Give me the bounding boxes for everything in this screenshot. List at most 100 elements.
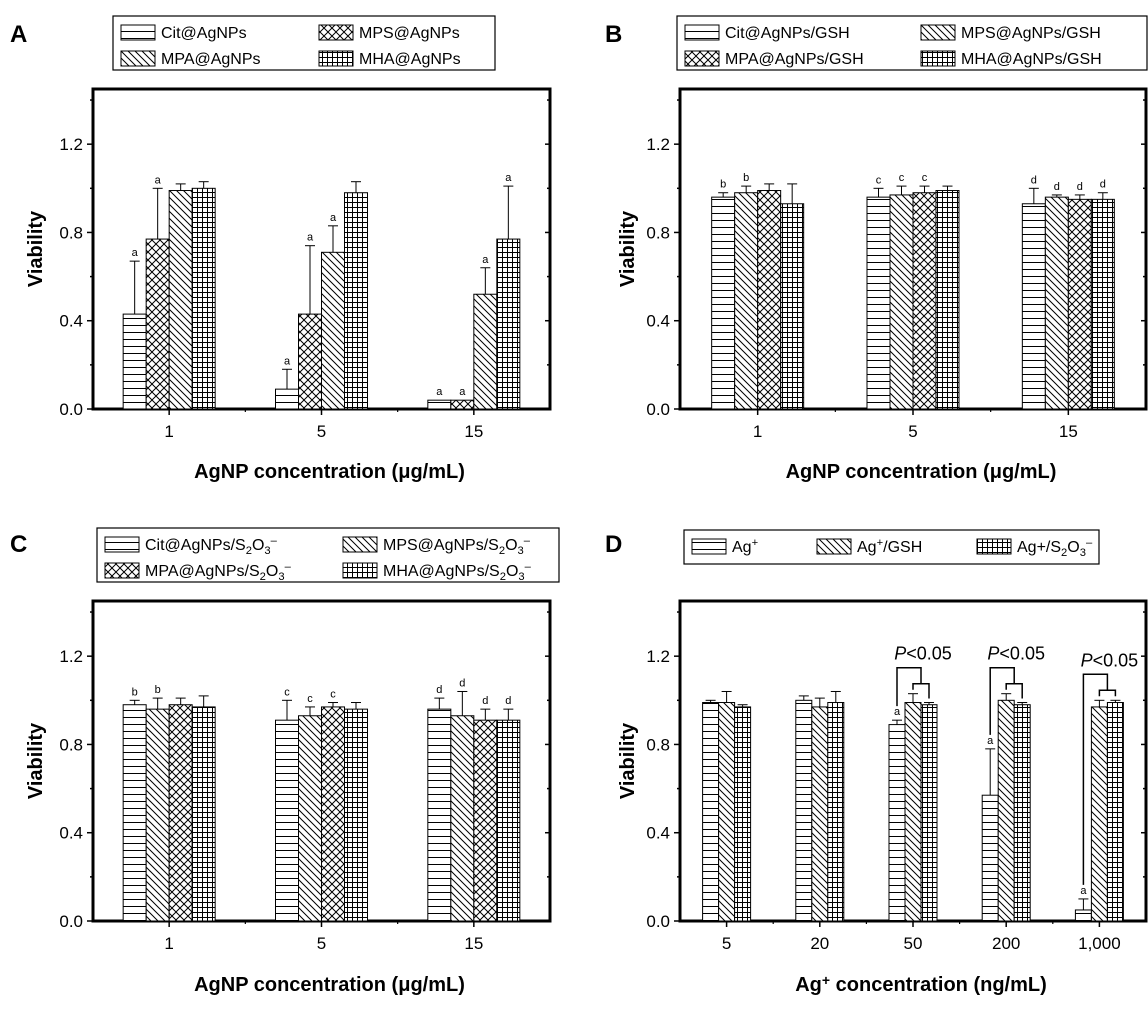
outer-bracket [896,666,922,707]
bar [757,190,782,410]
significance-label: d [436,684,442,696]
bar [734,192,759,410]
y-axis: 0.0 0.4 0.8 1.2 [646,99,1146,419]
bars: a a a [702,690,1124,922]
legend-item: Cit@AgNPs/S2O3–​ [104,535,278,557]
bar [450,399,475,410]
significance-label: c [922,172,928,184]
y-tick-label: 0.4 [59,824,83,843]
legend-item: Cit@AgNPs [120,24,247,42]
legend-label: Cit@AgNPs [161,25,247,42]
x-axis-label: Ag+ concentration (ng/mL) [795,972,1047,996]
significance-label: d [505,695,511,707]
x-tick-label: 15 [464,934,483,953]
significance-label: d [1077,181,1083,193]
x-tick-label: 5 [317,934,326,953]
legend-label: Ag+/S2O3–​ [1017,537,1093,559]
y-tick-label: 0.0 [59,400,83,419]
x-tick-label: 5 [722,934,731,953]
panel-letter: B [605,21,622,48]
legend-label: MPS@AgNPs/S2O3–​ [383,535,531,557]
bar [1090,706,1108,922]
x-tick-label: 20 [810,934,829,953]
y-tick-label: 0.0 [646,912,670,931]
significance-label: c [330,689,336,701]
legend-label: MPA@AgNPs [161,51,261,68]
legend-swatch [920,50,956,67]
legend: Ag+​ Ag+/GSH Ag+/S2O3–​ [683,529,1100,565]
bar [496,238,521,410]
bar [473,293,498,410]
x-tick-label: 5 [317,422,326,441]
chart-panel-d: D Ag+​ Ag+/GSH Ag+/S2O3–​ 0.0 0.4 0.8 1.2 Viabil… [605,529,1148,996]
significance-label: c [284,686,290,698]
inner-bracket [1005,682,1023,699]
legend-item: MPA@AgNPs/GSH [684,50,864,68]
bar [981,794,999,922]
significance-label: a [132,247,139,259]
x-tick-label: 50 [904,934,923,953]
legend-box [683,529,1100,565]
significance-label: a [155,174,162,186]
x-tick-label: 1 [753,422,762,441]
y-tick-label: 0.8 [59,223,83,242]
significance-label: a [436,386,443,398]
legend-swatch [342,562,378,579]
x-tick-label: 200 [992,934,1020,953]
bar [473,719,498,922]
bar [427,708,452,922]
y-axis-label: Viability [617,722,639,799]
legend-item: MHA@AgNPs/GSH [920,50,1102,68]
bar [321,251,345,410]
legend: Cit@AgNPs MPS@AgNPs MPA@AgNPs MHA@AgNPs [112,15,496,71]
bar [1074,909,1092,922]
p-value-label: P<0.05 [987,644,1045,664]
legend-swatch [318,50,354,67]
bar [321,706,345,922]
bar [191,187,216,410]
legend-box [676,15,1148,71]
p-value-annotation: P<0.05 [987,644,1045,735]
bar [122,704,147,922]
significance-label: a [330,212,337,224]
significance-label: a [987,735,994,747]
panel-letter: A [10,21,27,48]
bar [275,719,299,922]
y-tick-label: 0.4 [646,824,670,843]
legend-swatch [976,538,1012,555]
legend-swatch [816,538,852,555]
y-axis: 0.0 0.4 0.8 1.2 [59,611,550,931]
legend-item: Ag+/GSH [816,537,922,556]
legend-item: Cit@AgNPs/GSH [684,24,850,42]
legend-label: MPS@AgNPs [359,25,460,42]
bar [904,702,922,922]
bar [145,708,170,922]
legend-swatch [104,536,140,553]
bar [1067,198,1092,410]
bars: a a a a a a a a a [122,172,521,410]
legend-item: MPS@AgNPs [318,24,460,42]
bar [920,704,938,922]
legend-label: Cit@AgNPs/S2O3–​ [145,535,278,557]
bar [298,715,322,922]
p-value-label: P<0.05 [1081,650,1139,670]
significance-label: b [720,179,726,191]
x-axis: 1 5 15 [164,921,483,953]
outer-bracket [1082,673,1109,885]
significance-label: d [1100,179,1106,191]
inner-bracket [1098,689,1117,697]
x-axis: 1 5 15 [164,409,483,441]
bar [1013,704,1031,922]
legend-swatch [691,538,727,555]
inner-bracket [912,682,930,699]
bar [888,724,906,922]
bar [866,196,891,410]
legend-swatch [120,50,156,67]
legend-item: MPS@AgNPs/S2O3–​ [342,535,531,557]
legend-label: MHA@AgNPs [359,51,461,68]
legend-label: Ag+​ [732,537,758,556]
panel-letter: C [10,531,27,558]
y-tick-label: 0.8 [646,735,670,754]
legend-swatch [342,536,378,553]
